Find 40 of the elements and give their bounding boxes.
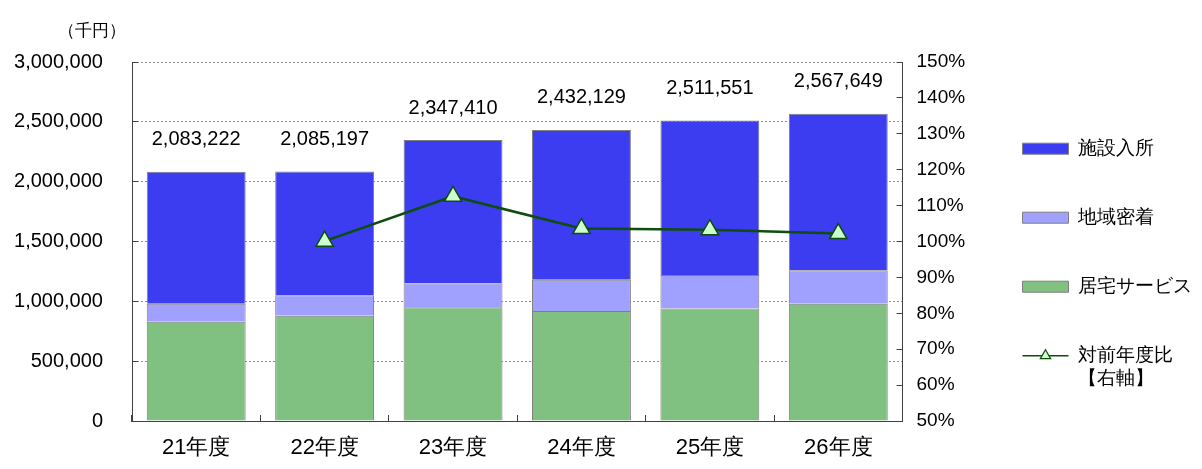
legend-label: 地域密着 bbox=[1077, 205, 1154, 227]
y2-tick-label: 90% bbox=[916, 265, 955, 287]
x-tick-label: 26年度 bbox=[804, 434, 873, 460]
y-tick-label: 3,000,000 bbox=[14, 49, 103, 72]
y2-tick-label: 100% bbox=[916, 229, 966, 251]
y2-tick-label: 60% bbox=[916, 373, 955, 395]
total-label: 2,511,551 bbox=[666, 75, 754, 98]
legend-label: 居宅サービス bbox=[1078, 274, 1192, 296]
y2-tick-label: 140% bbox=[916, 86, 966, 108]
x-tick-label: 22年度 bbox=[290, 434, 359, 460]
point bbox=[572, 217, 591, 235]
legend-label: 対前年度比【右軸】 bbox=[1078, 343, 1173, 388]
y-tick-label: 500,000 bbox=[30, 348, 103, 371]
y-tick-label: 1,000,000 bbox=[14, 288, 103, 311]
x-tick-label: 23年度 bbox=[418, 434, 488, 460]
point bbox=[315, 230, 335, 247]
point bbox=[828, 222, 848, 240]
x-tick-label: 21年度 bbox=[161, 434, 231, 460]
x-tick-label: 24年度 bbox=[547, 434, 616, 460]
y2-tick-label: 120% bbox=[916, 157, 966, 179]
point bbox=[443, 185, 463, 203]
y-tick-label: 2,000,000 bbox=[14, 169, 103, 192]
x-tick-label: 25年度 bbox=[675, 434, 745, 460]
legend-label: 施設入所 bbox=[1078, 136, 1154, 158]
y2-tick-label: 150% bbox=[916, 50, 966, 72]
point bbox=[700, 218, 720, 236]
y-tick-label: 2,500,000 bbox=[14, 109, 103, 132]
total-label: 2,347,410 bbox=[408, 95, 498, 118]
y2-tick-label: 130% bbox=[916, 122, 966, 144]
y-axis-title: （千円） bbox=[58, 20, 126, 40]
y2-tick-label: 80% bbox=[916, 301, 955, 323]
total-label: 2,085,197 bbox=[280, 126, 370, 149]
y2-tick-label: 50% bbox=[916, 409, 955, 431]
total-label: 2,432,129 bbox=[536, 85, 626, 108]
y2-tick-label: 110% bbox=[916, 193, 964, 215]
total-label: 2,083,222 bbox=[151, 127, 241, 150]
total-label: 2,567,649 bbox=[793, 69, 883, 92]
y2-tick-label: 70% bbox=[916, 337, 955, 359]
y-tick-label: 1,500,000 bbox=[14, 229, 103, 252]
y-tick-label: 0 bbox=[91, 408, 103, 431]
